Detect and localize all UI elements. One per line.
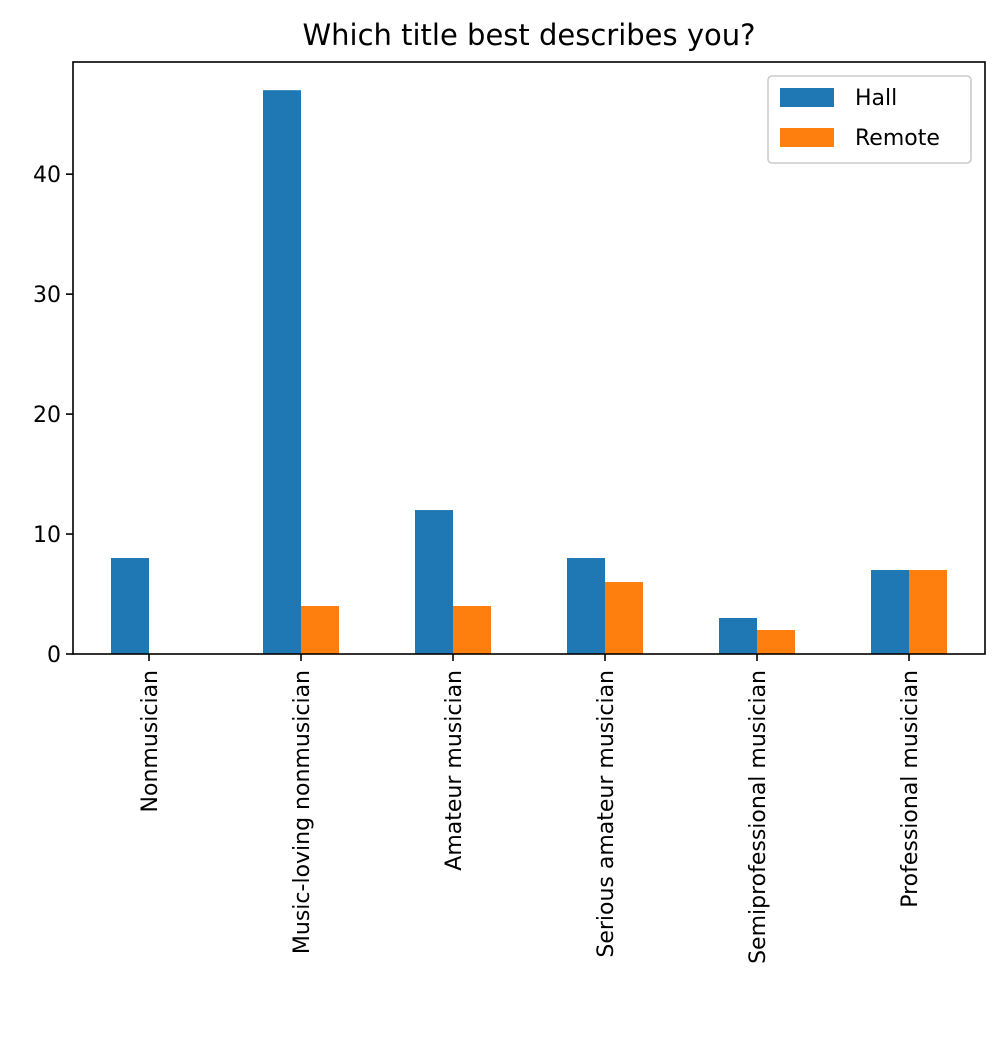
bar-hall-1	[263, 90, 301, 654]
bar-remote-3	[605, 582, 643, 654]
bar-remote-4	[757, 630, 795, 654]
y-tick-label: 40	[33, 163, 61, 188]
y-tick-label: 30	[33, 283, 61, 308]
y-tick-label: 0	[47, 643, 61, 668]
x-tick-label: Amateur musician	[442, 670, 467, 871]
x-tick-label: Semiprofessional musician	[746, 670, 771, 964]
bar-remote-5	[909, 570, 947, 654]
bar-hall-2	[415, 510, 453, 654]
bars-layer	[111, 90, 947, 654]
bar-hall-0	[111, 558, 149, 654]
x-tick-label: Professional musician	[898, 670, 923, 908]
bar-hall-5	[871, 570, 909, 654]
legend-swatch-remote	[780, 128, 834, 147]
chart-title: Which title best describes you?	[302, 18, 755, 52]
plot-frame	[72, 61, 986, 655]
x-tick-label: Nonmusician	[138, 670, 163, 812]
legend-label-remote: Remote	[855, 126, 940, 151]
bar-hall-4	[719, 618, 757, 654]
bar-remote-1	[301, 606, 339, 654]
y-tick-label: 20	[33, 403, 61, 428]
legend: Hall Remote	[767, 75, 972, 164]
bar-remote-2	[453, 606, 491, 654]
x-tick-label: Serious amateur musician	[594, 670, 619, 958]
legend-label-hall: Hall	[855, 86, 897, 111]
y-tick-label: 10	[33, 523, 61, 548]
axes-layer: 0 10 20 30 40 Nonmusician Music-loving nonmusi…	[33, 61, 986, 964]
bar-hall-3	[567, 558, 605, 654]
x-tick-label: Music-loving nonmusician	[290, 670, 315, 954]
legend-swatch-hall	[780, 88, 834, 107]
